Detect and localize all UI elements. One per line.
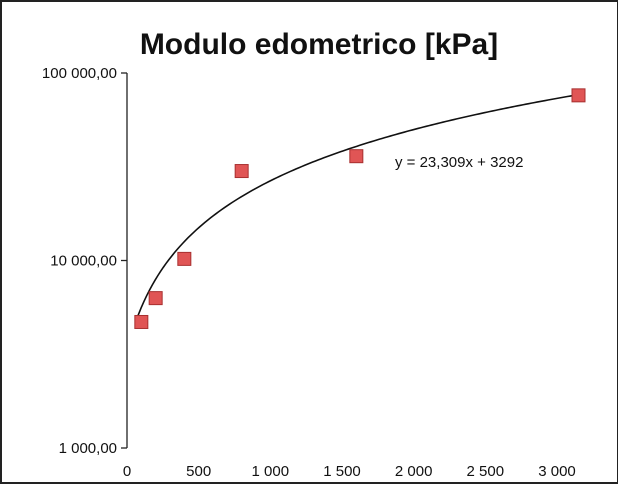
data-point xyxy=(177,251,192,266)
data-point xyxy=(134,314,149,329)
y-tick-label: 1 000,00 xyxy=(59,440,117,457)
trendline-group xyxy=(134,93,579,323)
data-point xyxy=(349,149,364,164)
x-tick-label: 2 500 xyxy=(467,463,505,480)
y-tick-label: 100 000,00 xyxy=(42,65,117,82)
x-tick-label: 500 xyxy=(186,463,211,480)
x-tick-label: 0 xyxy=(123,463,131,480)
x-tick-label: 3 000 xyxy=(538,463,576,480)
x-tick-label: 1 000 xyxy=(252,463,290,480)
chart-title: Modulo edometrico [kPa] xyxy=(140,28,498,61)
data-point xyxy=(234,164,249,179)
trendline xyxy=(134,93,579,323)
x-tick-label: 2 000 xyxy=(395,463,433,480)
trendline-equation: y = 23,309x + 3292 xyxy=(395,154,523,171)
data-point xyxy=(571,88,586,103)
data-points xyxy=(134,88,586,329)
axes: 1 000,00 10 000,00 100 000,00 0 500 1 000 1 50… xyxy=(42,65,576,480)
data-point xyxy=(148,291,163,306)
x-tick-label: 1 500 xyxy=(323,463,361,480)
y-tick-label: 10 000,00 xyxy=(50,253,117,270)
